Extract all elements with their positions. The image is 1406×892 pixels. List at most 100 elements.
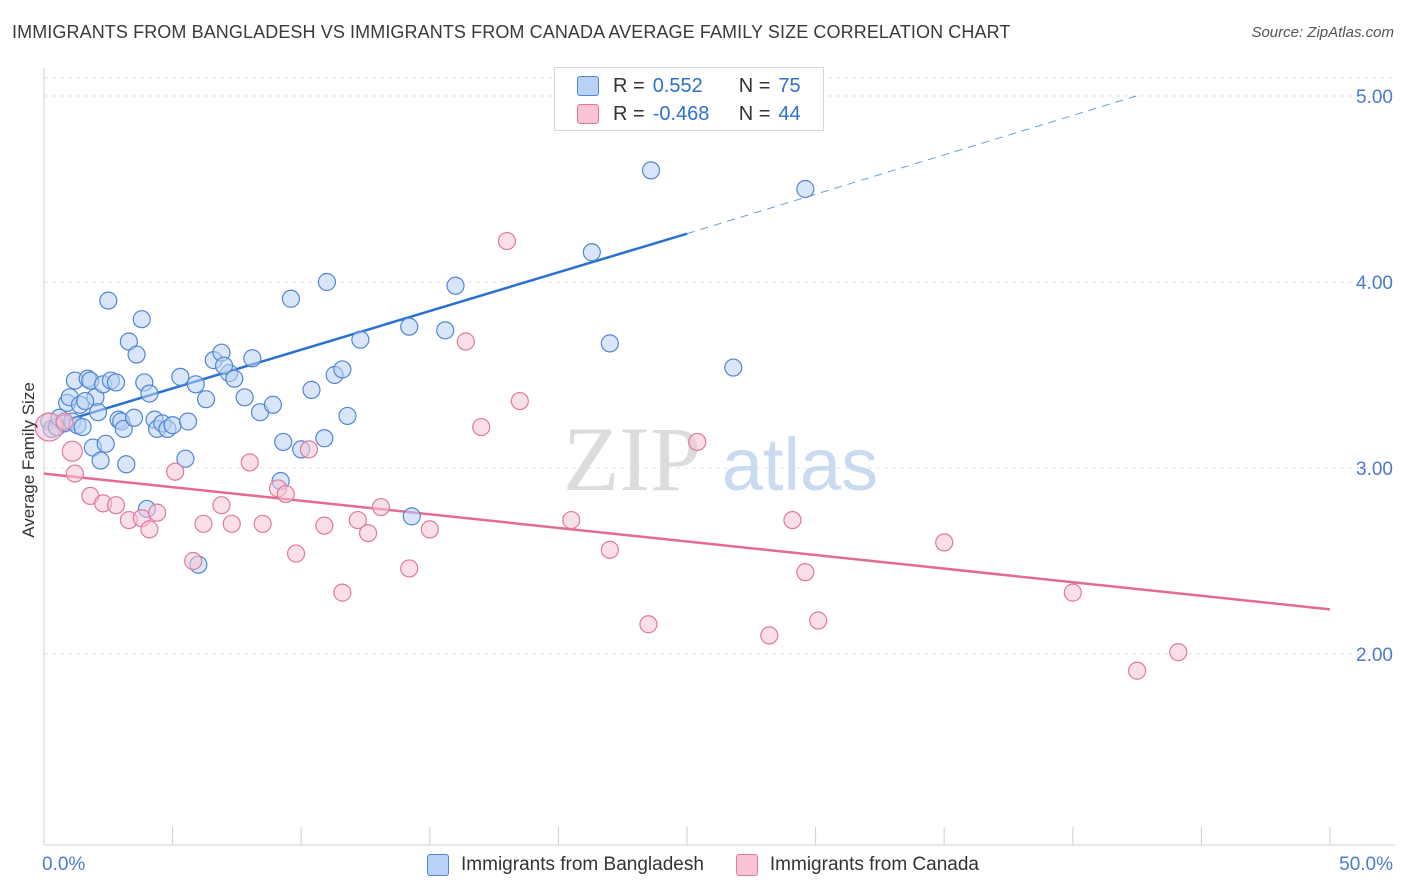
data-point-canada <box>106 496 126 515</box>
data-point-bangladesh <box>400 317 419 336</box>
data-point-bangladesh <box>196 390 216 409</box>
legend-row-bangladesh: R = 0.552 N = 75 <box>577 72 801 100</box>
data-point-canada <box>166 462 185 481</box>
data-point-bangladesh <box>600 334 619 353</box>
y-tick-label: 3.00 <box>1356 459 1393 480</box>
data-point-bangladesh <box>73 417 92 437</box>
data-point-canada <box>497 231 517 251</box>
y-tick-label: 4.00 <box>1356 273 1393 294</box>
x-tick-label: 0.0% <box>42 854 85 875</box>
trend-line-canada <box>43 472 1331 611</box>
data-point-canada <box>184 551 203 571</box>
data-point-canada <box>222 514 241 533</box>
r-label: R = <box>613 74 645 97</box>
data-point-canada <box>299 440 319 459</box>
watermark-zip: ZIP <box>563 408 701 510</box>
data-point-bangladesh <box>402 507 421 526</box>
data-point-canada <box>140 520 159 539</box>
data-point-canada <box>55 412 74 431</box>
data-point-bangladesh <box>317 272 337 292</box>
chart-title: IMMIGRANTS FROM BANGLADESH VS IMMIGRANTS… <box>12 22 1011 42</box>
data-point-bangladesh <box>186 375 205 394</box>
data-point-canada <box>809 611 828 630</box>
data-point-bangladesh <box>436 321 455 340</box>
data-point-canada <box>510 391 529 411</box>
data-point-canada <box>639 615 658 634</box>
data-point-bangladesh <box>76 391 95 411</box>
data-point-canada <box>472 417 491 437</box>
data-point-canada <box>286 544 306 563</box>
data-point-canada <box>358 523 378 543</box>
data-point-canada <box>61 440 83 462</box>
legend-item-canada: Immigrants from Canada <box>735 854 979 876</box>
legend-swatch-pink <box>577 104 599 124</box>
legend-row-canada: R = -0.468 N = 44 <box>577 100 801 128</box>
data-point-bangladesh <box>124 408 144 427</box>
trend-lines-canada <box>43 472 1331 611</box>
legend-item-bangladesh: Immigrants from Bangladesh <box>427 854 704 876</box>
data-point-canada <box>240 453 259 472</box>
data-point-bangladesh <box>171 367 190 386</box>
data-point-bangladesh <box>724 358 743 377</box>
data-point-bangladesh <box>274 432 293 452</box>
data-point-bangladesh <box>106 373 126 392</box>
source-label: Source: ZipAtlas.com <box>1251 24 1394 41</box>
trend-line-bangladesh-extension <box>686 93 1143 235</box>
data-point-bangladesh <box>263 395 283 414</box>
data-point-bangladesh <box>235 388 254 407</box>
data-point-bangladesh <box>132 310 151 329</box>
axis-labels: 2.00 3.00 4.00 5.00 0.0% 50.0% Average Family … <box>19 87 1393 875</box>
data-point-canada <box>796 563 815 582</box>
y-tick-label: 5.00 <box>1356 87 1393 108</box>
data-point-canada <box>1169 643 1188 662</box>
data-point-bangladesh <box>338 406 357 426</box>
data-point-canada <box>348 510 367 530</box>
data-point-bangladesh <box>351 330 370 349</box>
data-point-bangladesh <box>88 403 108 422</box>
data-point-canada <box>194 514 213 533</box>
data-point-bangladesh <box>641 161 661 180</box>
r-value: -0.468 <box>652 102 710 125</box>
data-point-canada <box>253 514 272 533</box>
legend-swatch-blue <box>427 854 450 876</box>
axes <box>43 68 1395 846</box>
data-point-bangladesh <box>315 429 334 448</box>
data-point-canada <box>276 484 295 504</box>
n-value: 75 <box>778 74 801 97</box>
data-point-bangladesh <box>225 369 244 388</box>
n-label: N = <box>738 102 771 125</box>
data-point-bangladesh <box>99 291 118 310</box>
data-point-canada <box>935 533 954 552</box>
trend-line-bangladesh <box>43 232 688 429</box>
legend-label: Immigrants from Canada <box>769 854 979 875</box>
data-point-bangladesh <box>117 455 136 474</box>
data-point-canada <box>1063 583 1082 602</box>
data-point-canada <box>371 497 391 517</box>
data-point-bangladesh <box>163 416 182 435</box>
data-point-bangladesh <box>96 434 115 453</box>
y-axis-title: Average Family Size <box>19 382 38 538</box>
data-point-bangladesh <box>582 243 601 262</box>
data-point-canada <box>333 583 352 602</box>
data-point-bangladesh <box>796 179 815 199</box>
data-point-bangladesh <box>446 276 465 295</box>
data-point-canada <box>65 464 84 483</box>
data-point-canada <box>688 432 707 452</box>
data-point-bangladesh <box>281 289 301 308</box>
data-point-canada <box>783 510 802 530</box>
r-value: 0.552 <box>652 74 703 97</box>
data-point-bangladesh <box>176 449 195 468</box>
data-point-canada <box>562 510 581 530</box>
data-point-bangladesh <box>127 345 146 364</box>
legend-label: Immigrants from Bangladesh <box>461 854 704 875</box>
data-point-canada <box>315 516 334 535</box>
x-tick-label: 50.0% <box>1339 854 1393 875</box>
data-point-canada <box>420 520 439 539</box>
r-label: R = <box>613 102 645 125</box>
data-point-bangladesh <box>243 349 262 368</box>
y-tick-label: 2.00 <box>1356 645 1393 666</box>
data-point-canada <box>600 540 619 559</box>
data-point-bangladesh <box>140 384 159 403</box>
data-point-bangladesh <box>302 380 321 399</box>
